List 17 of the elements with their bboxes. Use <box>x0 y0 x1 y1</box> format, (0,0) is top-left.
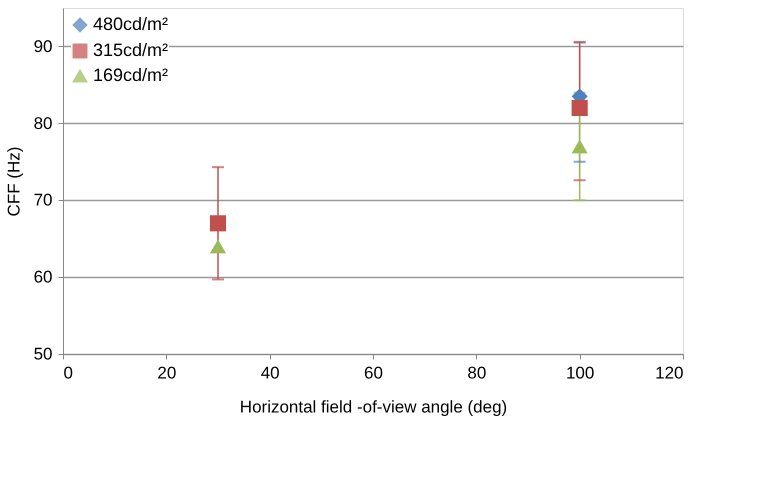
legend-label: 315cd/m² <box>93 40 168 60</box>
x-axis-title: Horizontal field -of-view angle (deg) <box>240 398 508 416</box>
x-tick-label: 40 <box>260 364 280 382</box>
x-tick-label: 60 <box>364 364 383 382</box>
legend-label: 480cd/m² <box>93 14 168 34</box>
x-tick-label: 120 <box>655 364 684 382</box>
x-tick-label: 80 <box>467 364 486 382</box>
y-tick-label: 90 <box>34 36 52 56</box>
x-tick-label: 0 <box>64 364 73 382</box>
legend-label: 169cd/m² <box>93 65 168 85</box>
y-tick-label: 70 <box>34 190 52 210</box>
y-axis-title: CFF (Hz) <box>4 146 24 216</box>
y-tick-label: 60 <box>34 268 52 287</box>
y-tick-label: 80 <box>34 114 52 133</box>
x-tick-label: 100 <box>566 364 594 382</box>
y-tick-label: 50 <box>34 344 52 364</box>
x-tick-label: 20 <box>157 364 176 382</box>
